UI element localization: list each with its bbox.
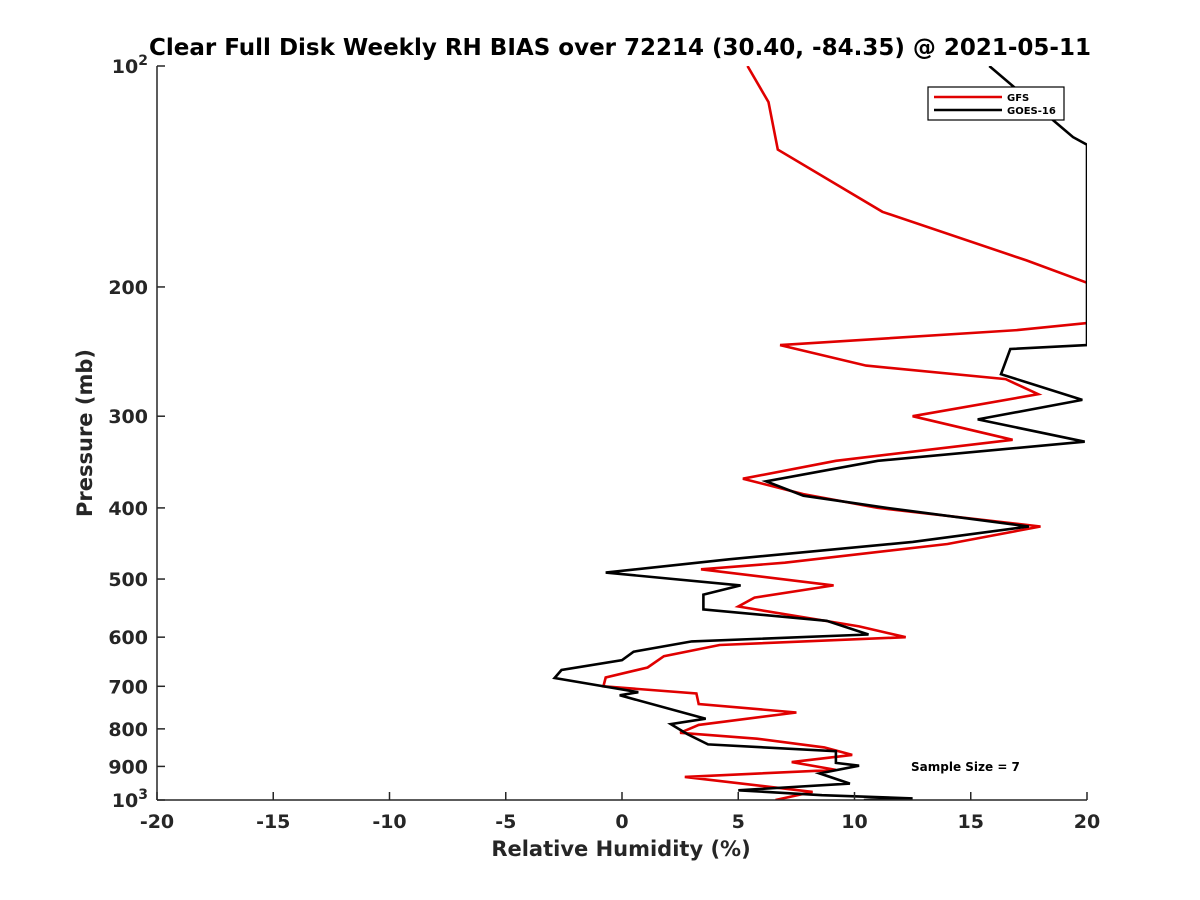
y-axis-label: Pressure (mb)	[73, 349, 97, 517]
sample-size-annotation: Sample Size = 7	[911, 760, 1020, 774]
legend-label-gfs: GFS	[1007, 93, 1029, 104]
y-tick-label: 700	[108, 676, 148, 698]
x-tick-label: 15	[958, 811, 984, 833]
y-tick-label: 103	[112, 787, 148, 812]
x-tick-label: 5	[732, 811, 745, 833]
plot-area	[552, 66, 1087, 800]
chart-title: Clear Full Disk Weekly RH BIAS over 7221…	[149, 35, 1091, 61]
y-tick-label: 800	[108, 719, 148, 741]
x-tick-label: 20	[1074, 811, 1100, 833]
y-tick-label: 102	[112, 53, 148, 78]
series-line-gfs	[601, 66, 1087, 800]
y-tick-label: 300	[108, 406, 148, 428]
x-ticks: -20 -15 -10 -5 0 5 10 15 20	[140, 792, 1100, 833]
legend-box	[927, 86, 1065, 121]
y-tick-label: 600	[108, 627, 148, 649]
x-tick-label: -20	[140, 811, 174, 833]
x-tick-label: -5	[495, 811, 516, 833]
y-tick-label: 500	[108, 569, 148, 591]
y-tick-label: 400	[108, 498, 148, 520]
legend: GFS GOES-16	[927, 86, 1065, 121]
x-tick-label: 10	[841, 811, 867, 833]
y-tick-label: 900	[108, 756, 148, 778]
y-tick-label: 200	[108, 277, 148, 299]
x-axis-label: Relative Humidity (%)	[491, 837, 750, 861]
legend-label-goes16: GOES-16	[1007, 106, 1056, 117]
x-tick-label: 0	[615, 811, 628, 833]
series-line-goes16	[552, 66, 1087, 800]
x-tick-label: -15	[256, 811, 290, 833]
y-ticks: 102 200 300 400 500 600 700 800 900 103	[108, 53, 165, 812]
x-tick-label: -10	[372, 811, 406, 833]
